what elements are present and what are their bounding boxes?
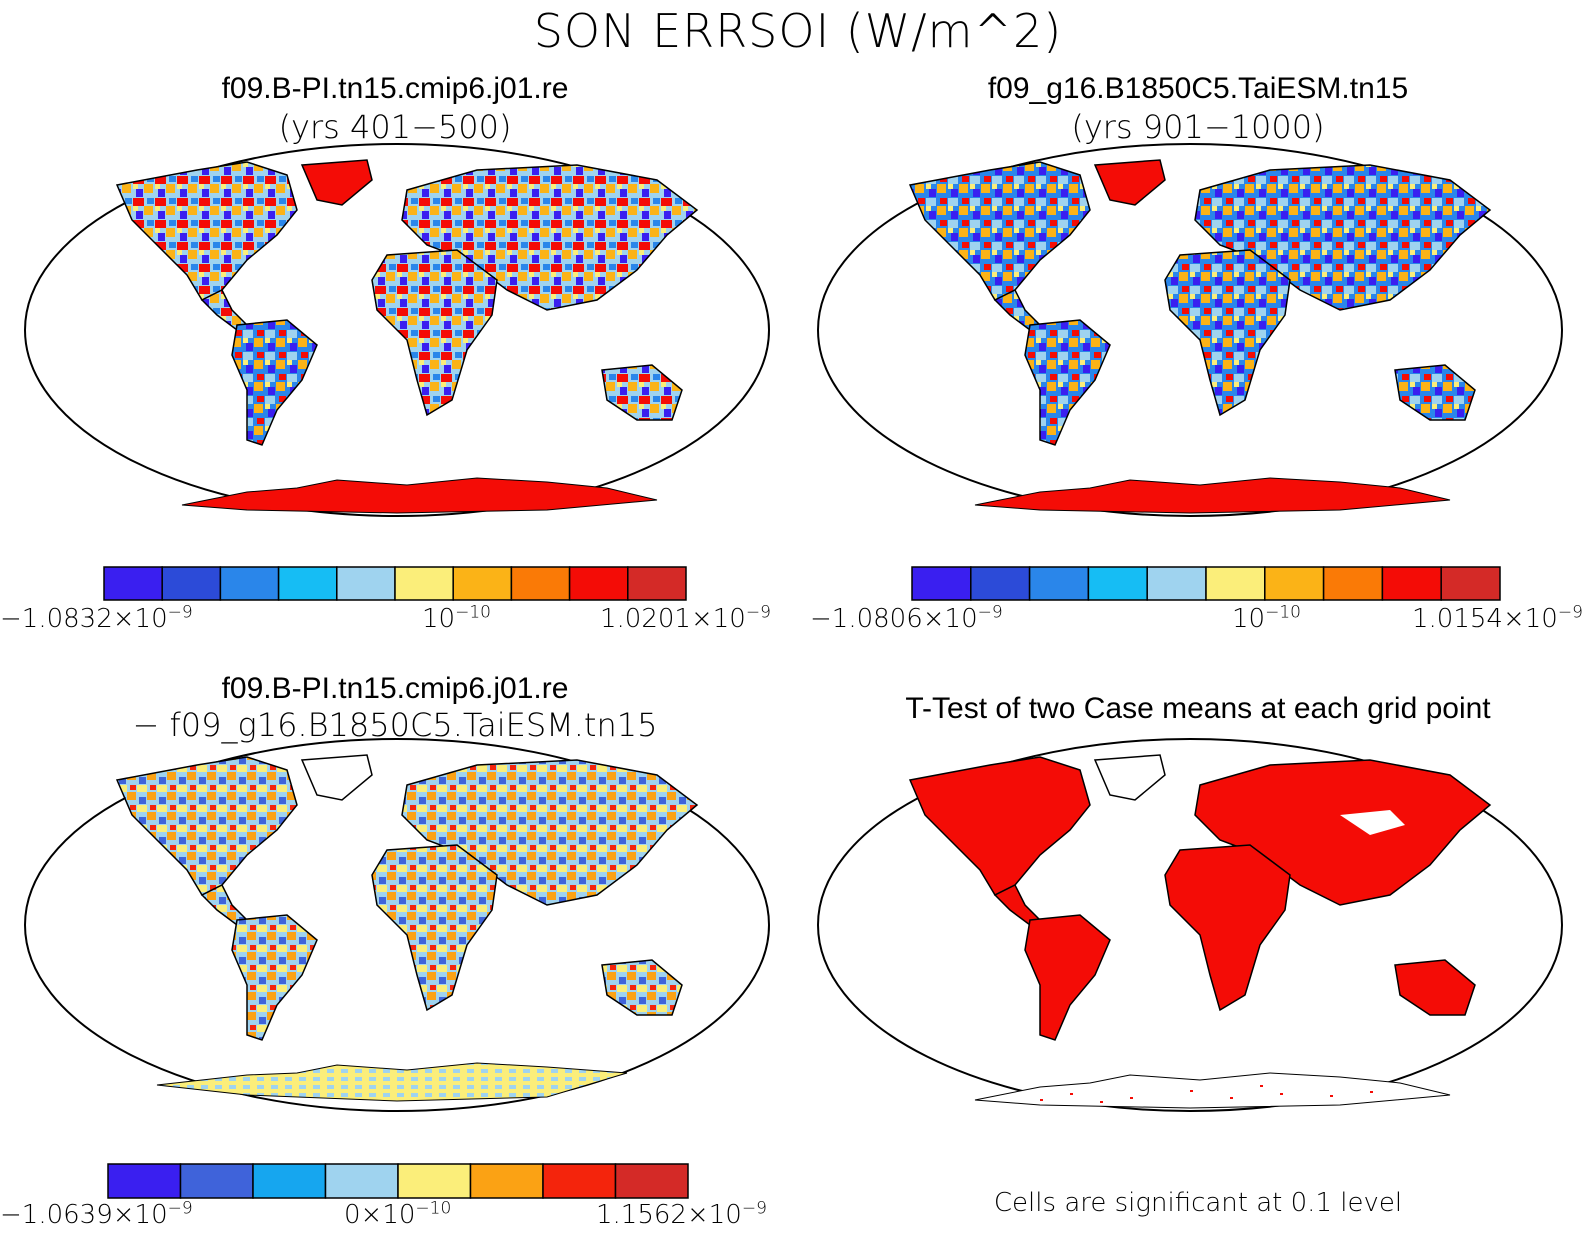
panel-case2-title: f09_g16.B1850C5.TaiESM.tn15 [987,72,1409,105]
colorbar-case2-label-mid: 10−10 [1232,602,1301,634]
colorbar-diff-label-mid: 0×10−10 [344,1198,452,1230]
panel-case1-subtitle: (yrs 401−500) [278,108,512,146]
colorbar-swatch [542,1163,617,1199]
colorbar-swatch [219,566,280,601]
ttest-note: Cells are significant at 0.1 level [993,1188,1403,1218]
panel-case1-title: f09.B-PI.tn15.cmip6.j01.re [221,72,569,105]
colorbar-swatch [161,566,222,601]
colorbar-swatch [324,1163,399,1199]
panel-ttest-title: T-Test of two Case means at each grid po… [905,692,1491,725]
colorbar-diff [107,1163,689,1199]
colorbar-case2-label-max: 1.0154×10−9 [1412,602,1583,634]
colorbar-case1-label-min: −1.0832×10−9 [0,602,193,634]
panel-diff-title: f09.B-PI.tn15.cmip6.j01.re [221,672,569,705]
colorbar-swatch [568,566,629,601]
colorbar-case2-label-min: −1.0806×10−9 [810,602,1003,634]
colorbar-diff-label-max: 1.1562×10−9 [596,1198,767,1230]
colorbar-swatch [394,566,454,601]
colorbar-swatch [1087,566,1148,601]
colorbar-swatch [1205,566,1266,601]
colorbar-swatch [1264,566,1325,601]
colorbar-swatch [452,566,513,601]
colorbar-swatch [252,1163,327,1199]
colorbar-case1-label-mid: 10−10 [422,602,491,634]
colorbar-swatch [911,566,972,601]
colorbar-swatch [970,566,1031,601]
colorbar-swatch [103,566,163,601]
colorbar-case2 [911,566,1501,601]
colorbar-swatch [1440,566,1501,601]
colorbar-swatch [336,566,396,601]
panel-case2-subtitle: (yrs 901−1000) [1071,108,1325,146]
colorbar-swatch [627,566,687,601]
colorbar-case1 [103,566,687,601]
colorbar-swatch [1146,566,1207,601]
colorbar-case1-label-max: 1.0201×10−9 [600,602,771,634]
colorbar-diff-label-min: −1.0639×10−9 [0,1198,193,1230]
colorbar-swatch [179,1163,254,1199]
colorbar-swatch [107,1163,182,1199]
colorbar-swatch [1322,566,1384,601]
colorbar-swatch [614,1163,689,1199]
colorbar-swatch [397,1163,472,1199]
figure-title: SON ERRSOI (W/m^2) [533,4,1063,58]
colorbar-swatch [510,566,571,601]
colorbar-swatch [469,1163,544,1199]
colorbar-swatch [1381,566,1442,601]
colorbar-swatch [1028,566,1090,601]
panel-diff-subtitle: − f09_g16.B1850C5.TaiESM.tn15 [132,706,658,744]
colorbar-swatch [277,566,338,601]
